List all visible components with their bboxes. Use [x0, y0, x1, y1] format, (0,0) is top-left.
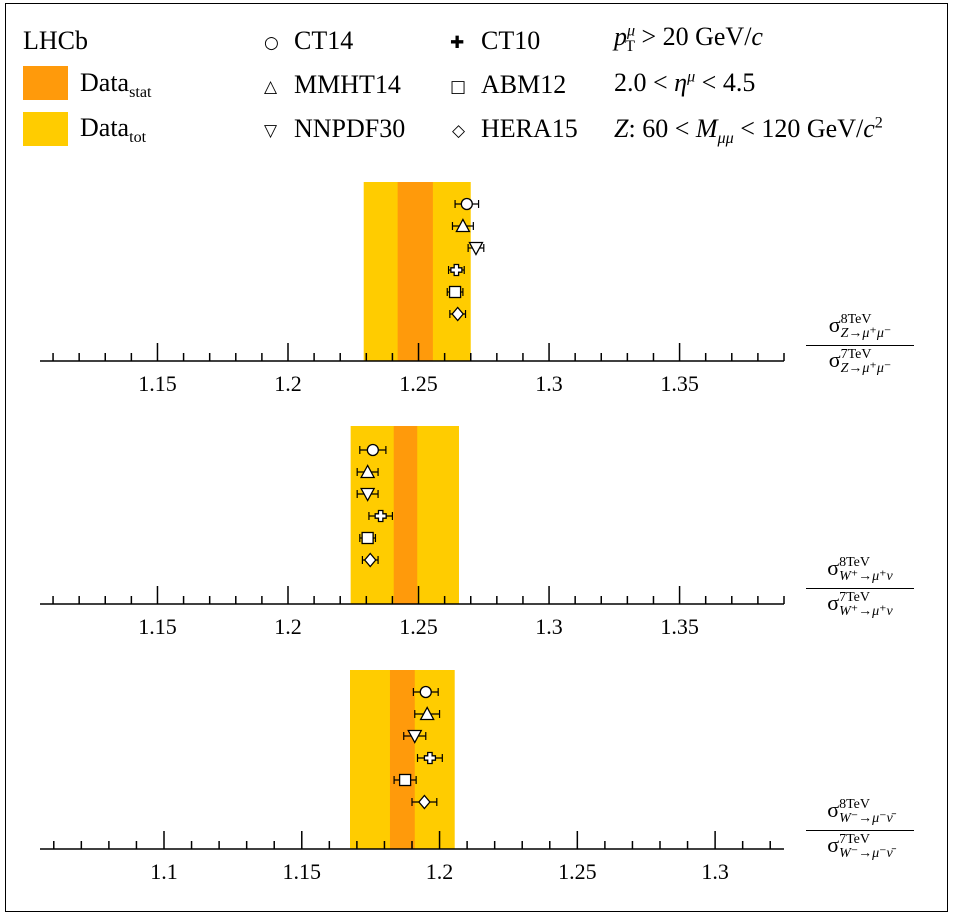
data-stat-swatch [23, 66, 68, 100]
pdf-label-abm12: ABM12 [481, 70, 567, 99]
tick-label-z: 1.35 [660, 371, 699, 396]
tick-label-z: 1.25 [399, 371, 438, 396]
prediction-point-hera15-z [451, 306, 465, 322]
cross-marker-icon: ✚ [450, 33, 465, 53]
prediction-point-abm12-wplus [361, 531, 374, 545]
tick-label-wplus: 1.35 [660, 614, 699, 639]
experiment-label: LHCb [23, 26, 88, 55]
tick-label-z: 1.2 [274, 371, 302, 396]
pdf-label-nnpdf30: NNPDF30 [294, 114, 406, 143]
pdf-label-ct10: CT10 [481, 26, 541, 55]
prediction-point-ct10-wplus [374, 509, 387, 523]
prediction-point-nnpdf30-wplus [360, 487, 376, 502]
prediction-point-abm12-wminus [398, 773, 412, 787]
prediction-point-nnpdf30-z [468, 241, 484, 256]
prediction-point-hera15-wplus [363, 552, 377, 568]
ratio-denominator-z: σ7TeV Z→μ⁺μ⁻ [828, 347, 892, 376]
triangle-down-marker-icon: ▽ [264, 121, 278, 141]
ratio-label-wminus: σ8TeV W⁻→μ⁻ν̄ σ7TeV W⁻→μ⁻ν̄ [800, 798, 920, 861]
pdf-label-ct14: CT14 [294, 26, 354, 55]
tick-label-wplus: 1.2 [274, 614, 302, 639]
figure-frame [5, 3, 948, 912]
stat-band-z [397, 182, 433, 361]
tick-label-wplus: 1.3 [535, 614, 563, 639]
stat-band-wplus [393, 426, 418, 604]
data-tot-swatch [23, 112, 68, 146]
pdf-label-mmht14: MMHT14 [294, 70, 401, 99]
cut-eta-label: 2.0 < ημ < 4.5 [614, 68, 756, 97]
prediction-point-nnpdf30-wminus [407, 729, 423, 744]
prediction-point-mmht14-wminus [419, 706, 435, 721]
tick-label-wminus: 1.15 [283, 859, 322, 884]
tick-label-wminus: 1.25 [558, 859, 597, 884]
data-tot-label: Datatot [80, 113, 147, 147]
tick-label-wplus: 1.15 [138, 614, 177, 639]
ratio-denominator-wplus: σ7TeV W⁺→μ⁺ν [827, 590, 893, 619]
tick-label-z: 1.3 [535, 371, 563, 396]
data-stat-label: Datastat [80, 68, 152, 102]
prediction-point-ct14-wplus [366, 443, 379, 457]
tick-label-wminus: 1.1 [150, 859, 178, 884]
square-marker-icon: □ [450, 77, 467, 97]
tick-label-wminus: 1.3 [701, 859, 729, 884]
ratio-denominator-wminus: σ7TeV W⁻→μ⁻ν̄ [827, 832, 893, 861]
tick-label-wplus: 1.25 [399, 614, 438, 639]
ratio-label-z: σ8TeV Z→μ⁺μ⁻ σ7TeV Z→μ⁺μ⁻ [800, 313, 920, 376]
prediction-point-mmht14-z [455, 218, 471, 233]
prediction-point-abm12-z [448, 285, 462, 299]
tick-label-z: 1.15 [138, 371, 177, 396]
prediction-point-ct14-wminus [419, 685, 432, 699]
prediction-point-hera15-wminus [418, 794, 431, 810]
triangle-up-marker-icon: △ [264, 77, 278, 97]
ratio-numerator-wminus: σ8TeV W⁻→μ⁻ν̄ [827, 797, 893, 826]
cut-pt-label: pμT > 20 GeV/c [614, 22, 763, 56]
prediction-point-ct10-wminus [423, 751, 437, 765]
stat-band-wminus [389, 670, 415, 849]
ratio-numerator-wplus: σ8TeV W⁺→μ⁺ν [827, 555, 893, 584]
prediction-point-ct14-z [460, 197, 473, 211]
prediction-point-mmht14-wplus [360, 464, 376, 479]
ratio-label-wplus: σ8TeV W⁺→μ⁺ν σ7TeV W⁺→μ⁺ν [800, 556, 920, 619]
prediction-point-ct10-z [450, 263, 463, 277]
pdf-label-hera15: HERA15 [481, 114, 578, 143]
circle-marker-icon: ○ [264, 33, 279, 53]
ratio-numerator-z: σ8TeV Z→μ⁺μ⁻ [828, 312, 892, 341]
tick-label-wminus: 1.2 [426, 859, 454, 884]
cut-z-mass-label: Z: 60 < Mμμ < 120 GeV/c2 [614, 114, 883, 148]
diamond-marker-icon: ◇ [452, 121, 466, 141]
